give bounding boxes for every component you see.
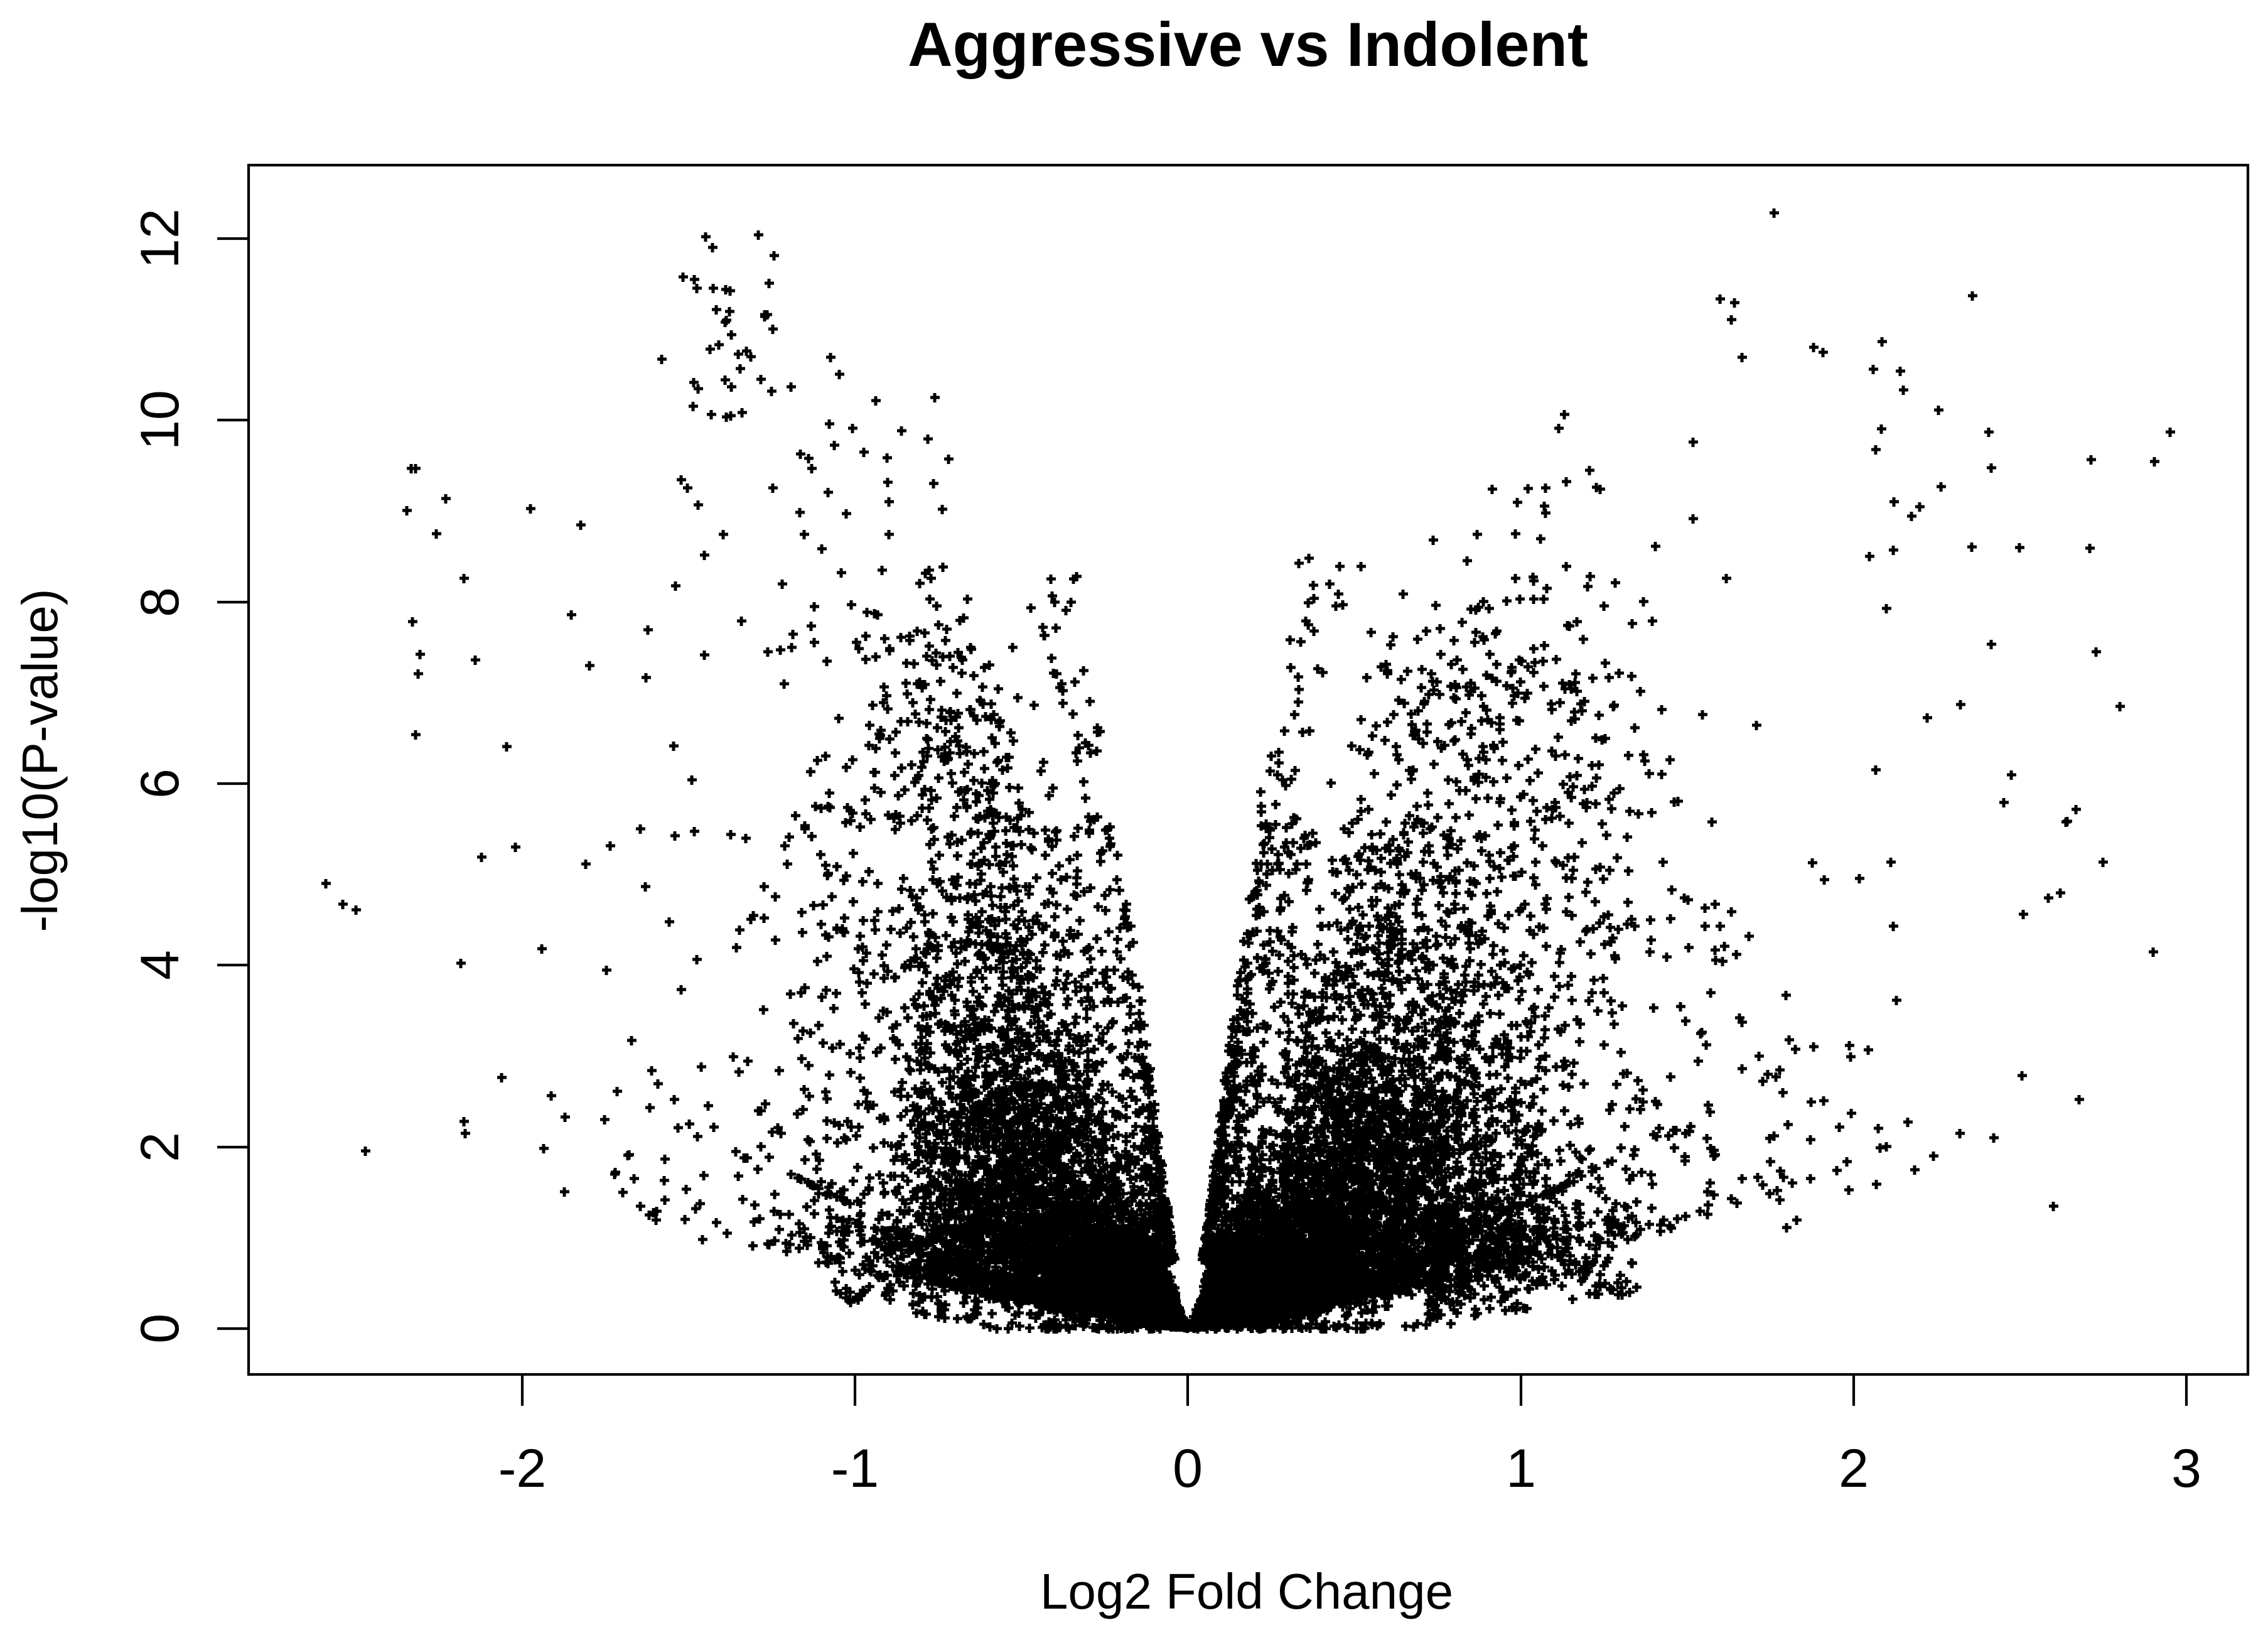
svg-text:0: 0: [1173, 1438, 1203, 1499]
svg-text:2: 2: [1839, 1438, 1869, 1499]
svg-text:2: 2: [130, 1132, 190, 1162]
svg-text:1: 1: [1506, 1438, 1536, 1499]
svg-text:-log10(P-value): -log10(P-value): [12, 589, 68, 932]
svg-text:Log2 Fold Change: Log2 Fold Change: [1040, 1563, 1453, 1619]
svg-text:-1: -1: [831, 1438, 879, 1499]
svg-text:Aggressive vs Indolent: Aggressive vs Indolent: [908, 9, 1588, 79]
svg-text:12: 12: [130, 208, 190, 269]
svg-text:6: 6: [130, 769, 190, 799]
svg-text:10: 10: [130, 390, 190, 450]
svg-text:-2: -2: [498, 1438, 546, 1499]
svg-text:8: 8: [130, 587, 190, 617]
svg-text:4: 4: [130, 950, 190, 980]
svg-text:0: 0: [130, 1314, 190, 1344]
svg-text:3: 3: [2171, 1438, 2201, 1499]
